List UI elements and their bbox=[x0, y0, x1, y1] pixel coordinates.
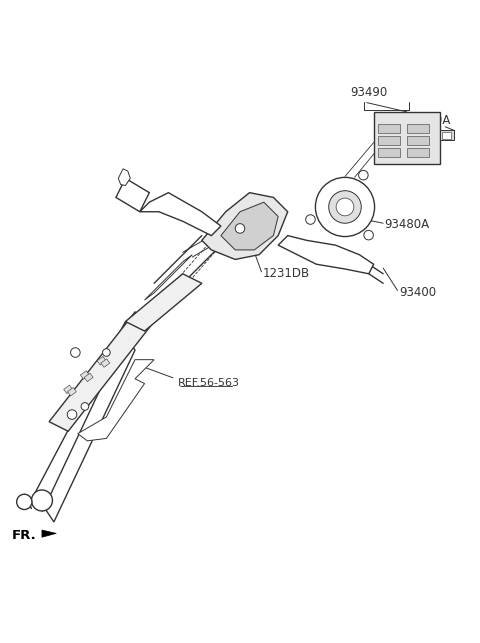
Text: 93480A: 93480A bbox=[384, 218, 429, 231]
Circle shape bbox=[103, 349, 110, 356]
Bar bbox=[378, 149, 400, 157]
Polygon shape bbox=[116, 178, 149, 212]
Circle shape bbox=[329, 191, 361, 223]
Polygon shape bbox=[125, 274, 202, 331]
Circle shape bbox=[81, 403, 89, 410]
Polygon shape bbox=[278, 235, 373, 274]
Bar bbox=[101, 359, 110, 367]
Polygon shape bbox=[118, 169, 130, 185]
Bar bbox=[378, 136, 400, 145]
Polygon shape bbox=[49, 312, 154, 431]
Circle shape bbox=[17, 494, 32, 509]
Polygon shape bbox=[35, 322, 135, 507]
Bar bbox=[441, 130, 454, 140]
Polygon shape bbox=[78, 359, 154, 441]
Bar bbox=[80, 371, 89, 379]
Circle shape bbox=[315, 177, 374, 237]
Circle shape bbox=[71, 348, 80, 358]
Circle shape bbox=[306, 215, 315, 224]
Bar bbox=[64, 385, 72, 394]
Bar bbox=[407, 149, 429, 157]
Polygon shape bbox=[42, 530, 56, 537]
Bar bbox=[407, 136, 429, 145]
Bar bbox=[84, 373, 93, 382]
Bar bbox=[97, 356, 106, 365]
Text: 93499A: 93499A bbox=[406, 114, 451, 127]
Circle shape bbox=[336, 198, 354, 216]
Bar bbox=[373, 111, 441, 164]
Text: REF.56-563: REF.56-563 bbox=[178, 377, 240, 388]
Text: 1231DB: 1231DB bbox=[263, 267, 310, 280]
Circle shape bbox=[359, 170, 368, 180]
Text: 93400: 93400 bbox=[399, 286, 436, 300]
Circle shape bbox=[32, 490, 52, 511]
Circle shape bbox=[235, 224, 245, 233]
Circle shape bbox=[67, 410, 77, 419]
Text: 93490: 93490 bbox=[350, 86, 387, 99]
Bar bbox=[407, 124, 429, 133]
Bar bbox=[443, 132, 451, 139]
Bar bbox=[378, 124, 400, 133]
Text: FR.: FR. bbox=[12, 529, 36, 542]
Polygon shape bbox=[44, 336, 135, 522]
Bar bbox=[68, 388, 76, 396]
Polygon shape bbox=[202, 193, 288, 260]
Polygon shape bbox=[144, 255, 192, 300]
Polygon shape bbox=[140, 193, 221, 235]
Circle shape bbox=[364, 230, 373, 240]
Polygon shape bbox=[221, 202, 278, 250]
